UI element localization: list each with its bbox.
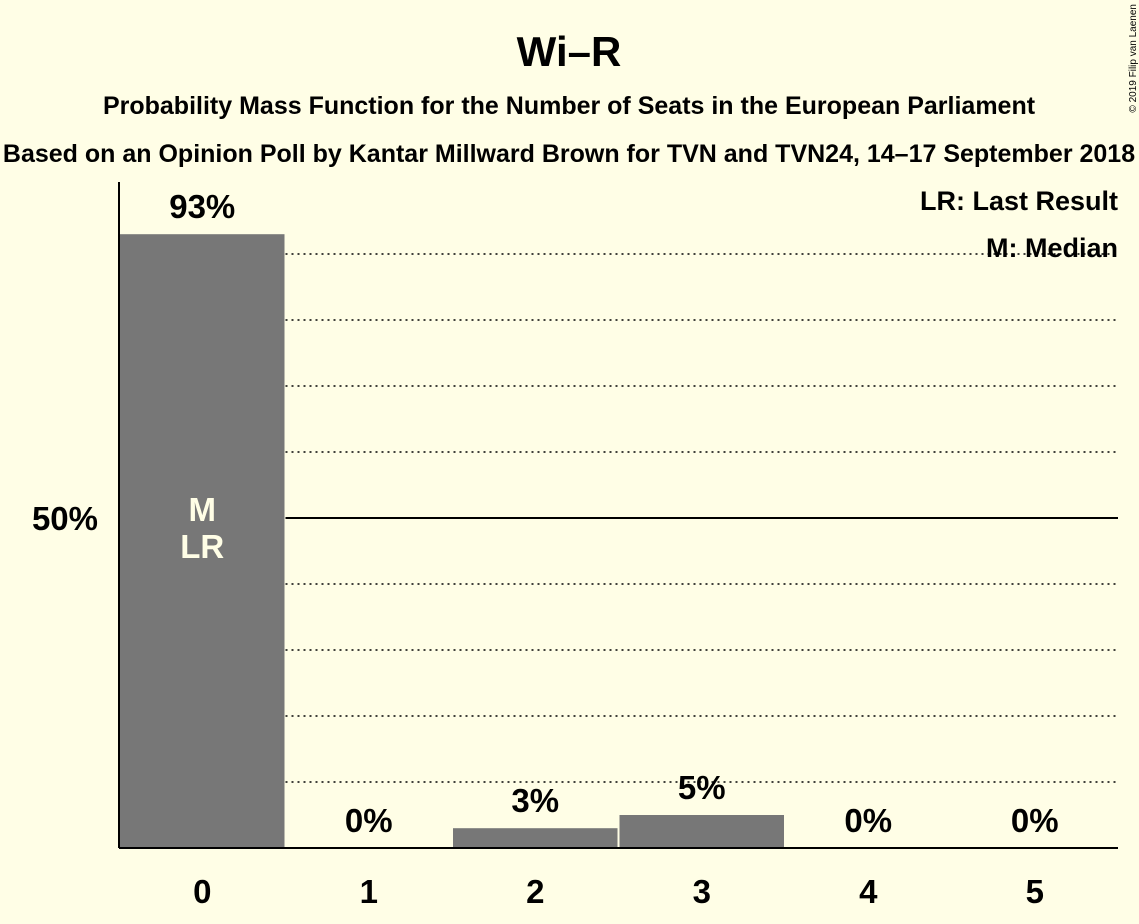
data-label: 0% [345,802,393,839]
chart-source: Based on an Opinion Poll by Kantar Millw… [3,140,1135,168]
data-label: 5% [678,769,726,806]
chart-title: Wi–R [517,28,622,75]
y-tick-label: 50% [32,500,98,537]
bar [120,234,285,848]
x-tick-label: 0 [193,873,211,910]
chart-subtitle: Probability Mass Function for the Number… [103,92,1036,120]
copyright-note: © 2019 Filip van Laenen [1128,4,1139,113]
x-tick-label: 5 [1026,873,1044,910]
data-label: 0% [1011,802,1059,839]
data-label: 3% [511,782,559,819]
x-tick-label: 3 [693,873,711,910]
plot-area: 93% MLR 0 0% 1 3% 2 5% 3 0% 4 0% 5 50% [32,182,1118,910]
data-label: 93% [169,188,235,225]
x-tick-label: 2 [526,873,544,910]
bar [619,815,784,848]
data-label: 0% [844,802,892,839]
bar-annotation: M [189,491,217,528]
bar [453,828,618,848]
legend-last-result: LR: Last Result [920,186,1118,216]
x-tick-label: 4 [859,873,878,910]
x-tick-label: 1 [360,873,378,910]
bar-annotation: LR [180,528,224,565]
legend-median: M: Median [986,233,1118,263]
